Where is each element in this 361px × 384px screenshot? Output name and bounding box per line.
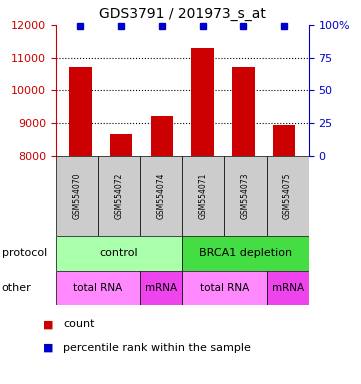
Text: total RNA: total RNA [73,283,123,293]
Bar [110,134,132,156]
Title: GDS3791 / 201973_s_at: GDS3791 / 201973_s_at [99,7,266,21]
Bar [69,68,92,156]
Bar [273,124,295,156]
Bar [140,271,182,305]
Text: GSM554075: GSM554075 [283,172,292,219]
Text: protocol: protocol [2,248,47,258]
Text: BRCA1 depletion: BRCA1 depletion [199,248,292,258]
Bar [266,156,309,236]
Text: GSM554071: GSM554071 [199,173,208,219]
Bar [225,156,266,236]
Text: GSM554074: GSM554074 [157,172,166,219]
Text: percentile rank within the sample: percentile rank within the sample [63,343,251,353]
Bar [182,156,225,236]
Text: mRNA: mRNA [145,283,177,293]
Text: control: control [100,248,138,258]
Bar [151,116,173,156]
Bar [232,68,255,156]
Text: mRNA: mRNA [271,283,304,293]
Bar [182,271,266,305]
Bar [266,271,309,305]
Text: ■: ■ [43,319,54,329]
Bar [191,48,214,156]
Bar [56,236,182,271]
Text: count: count [63,319,95,329]
Bar [182,236,309,271]
Bar [140,156,182,236]
Text: GSM554070: GSM554070 [73,172,82,219]
Bar [56,156,98,236]
Text: other: other [2,283,31,293]
Bar [98,156,140,236]
Text: GSM554073: GSM554073 [241,172,250,219]
Text: ■: ■ [43,343,54,353]
Bar [56,271,140,305]
Text: GSM554072: GSM554072 [115,173,123,219]
Text: total RNA: total RNA [200,283,249,293]
